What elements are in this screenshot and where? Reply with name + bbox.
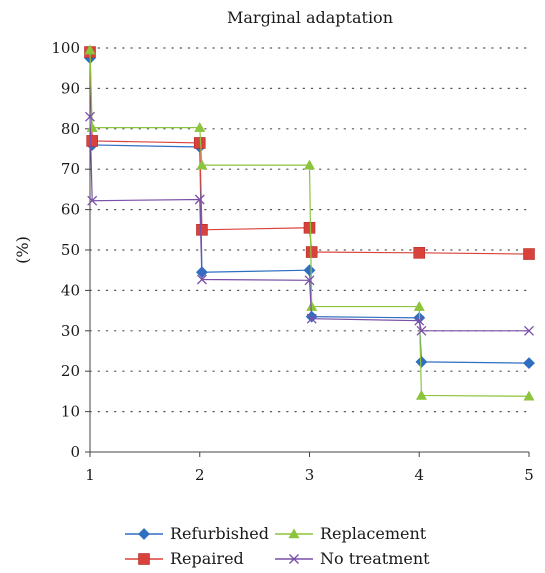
legend-label: Replacement bbox=[320, 524, 427, 543]
data-point bbox=[523, 390, 535, 401]
y-tick-label: 10 bbox=[61, 403, 80, 421]
legend-item-repaired: Repaired bbox=[125, 549, 244, 568]
y-tick-label: 70 bbox=[61, 160, 80, 178]
data-point bbox=[196, 159, 208, 170]
series-repaired bbox=[84, 46, 535, 260]
data-point bbox=[303, 159, 316, 170]
series-lines bbox=[84, 44, 535, 401]
series-line bbox=[89, 52, 530, 255]
data-point bbox=[194, 194, 205, 205]
x-tick-label: 1 bbox=[85, 466, 95, 484]
chart-title: Marginal adaptation bbox=[227, 8, 393, 27]
data-point bbox=[305, 246, 318, 258]
data-point bbox=[303, 264, 316, 277]
legend-marker bbox=[138, 553, 150, 565]
y-tick-label: 100 bbox=[51, 39, 80, 57]
data-point bbox=[196, 274, 207, 285]
legend-label: No treatment bbox=[320, 549, 430, 568]
y-tick-label: 90 bbox=[61, 79, 80, 97]
legend-item-no-treatment: No treatment bbox=[275, 549, 430, 568]
y-tick-label: 20 bbox=[61, 362, 80, 380]
legend-label: Repaired bbox=[170, 549, 244, 568]
legend-item-replacement: Replacement bbox=[275, 524, 427, 543]
data-point bbox=[416, 325, 427, 336]
data-point bbox=[194, 121, 206, 132]
y-axis-label: (%) bbox=[13, 236, 32, 264]
y-tick-label: 80 bbox=[61, 120, 80, 138]
data-point bbox=[84, 44, 96, 55]
data-point bbox=[415, 389, 427, 400]
legend-label: Refurbished bbox=[170, 524, 269, 543]
data-point bbox=[87, 195, 98, 206]
data-point bbox=[304, 275, 315, 286]
data-point bbox=[413, 300, 425, 311]
y-tick-label: 30 bbox=[61, 322, 80, 340]
data-point bbox=[303, 221, 316, 234]
x-tick-label: 2 bbox=[195, 466, 205, 484]
x-tick-label: 5 bbox=[524, 466, 534, 484]
legend-item-refurbished: Refurbished bbox=[125, 524, 269, 543]
tick-labels: 0 10 20 30 40 50 60 70 80 90 100 1 2 3 4 5 bbox=[51, 39, 533, 484]
data-point bbox=[306, 313, 317, 324]
x-tick-label: 3 bbox=[305, 466, 315, 484]
legend: Refurbished Replacement Repaired No treatme… bbox=[125, 524, 430, 568]
legend-marker bbox=[138, 528, 150, 540]
data-point bbox=[524, 325, 534, 336]
legend-marker bbox=[288, 528, 300, 539]
series-no-treatment bbox=[85, 111, 534, 336]
data-point bbox=[193, 137, 206, 149]
legend-marker bbox=[289, 554, 299, 564]
y-tick-label: 40 bbox=[61, 281, 80, 299]
data-point bbox=[196, 224, 208, 236]
data-point bbox=[523, 248, 535, 260]
y-tick-label: 60 bbox=[61, 201, 80, 219]
data-point bbox=[523, 357, 535, 370]
data-point bbox=[415, 355, 428, 368]
x-tick-label: 4 bbox=[414, 466, 424, 484]
data-point bbox=[86, 135, 98, 147]
data-point bbox=[85, 111, 95, 122]
data-point bbox=[413, 247, 426, 259]
y-tick-label: 0 bbox=[70, 443, 80, 461]
y-tick-label: 50 bbox=[61, 241, 80, 259]
data-point bbox=[414, 315, 425, 326]
